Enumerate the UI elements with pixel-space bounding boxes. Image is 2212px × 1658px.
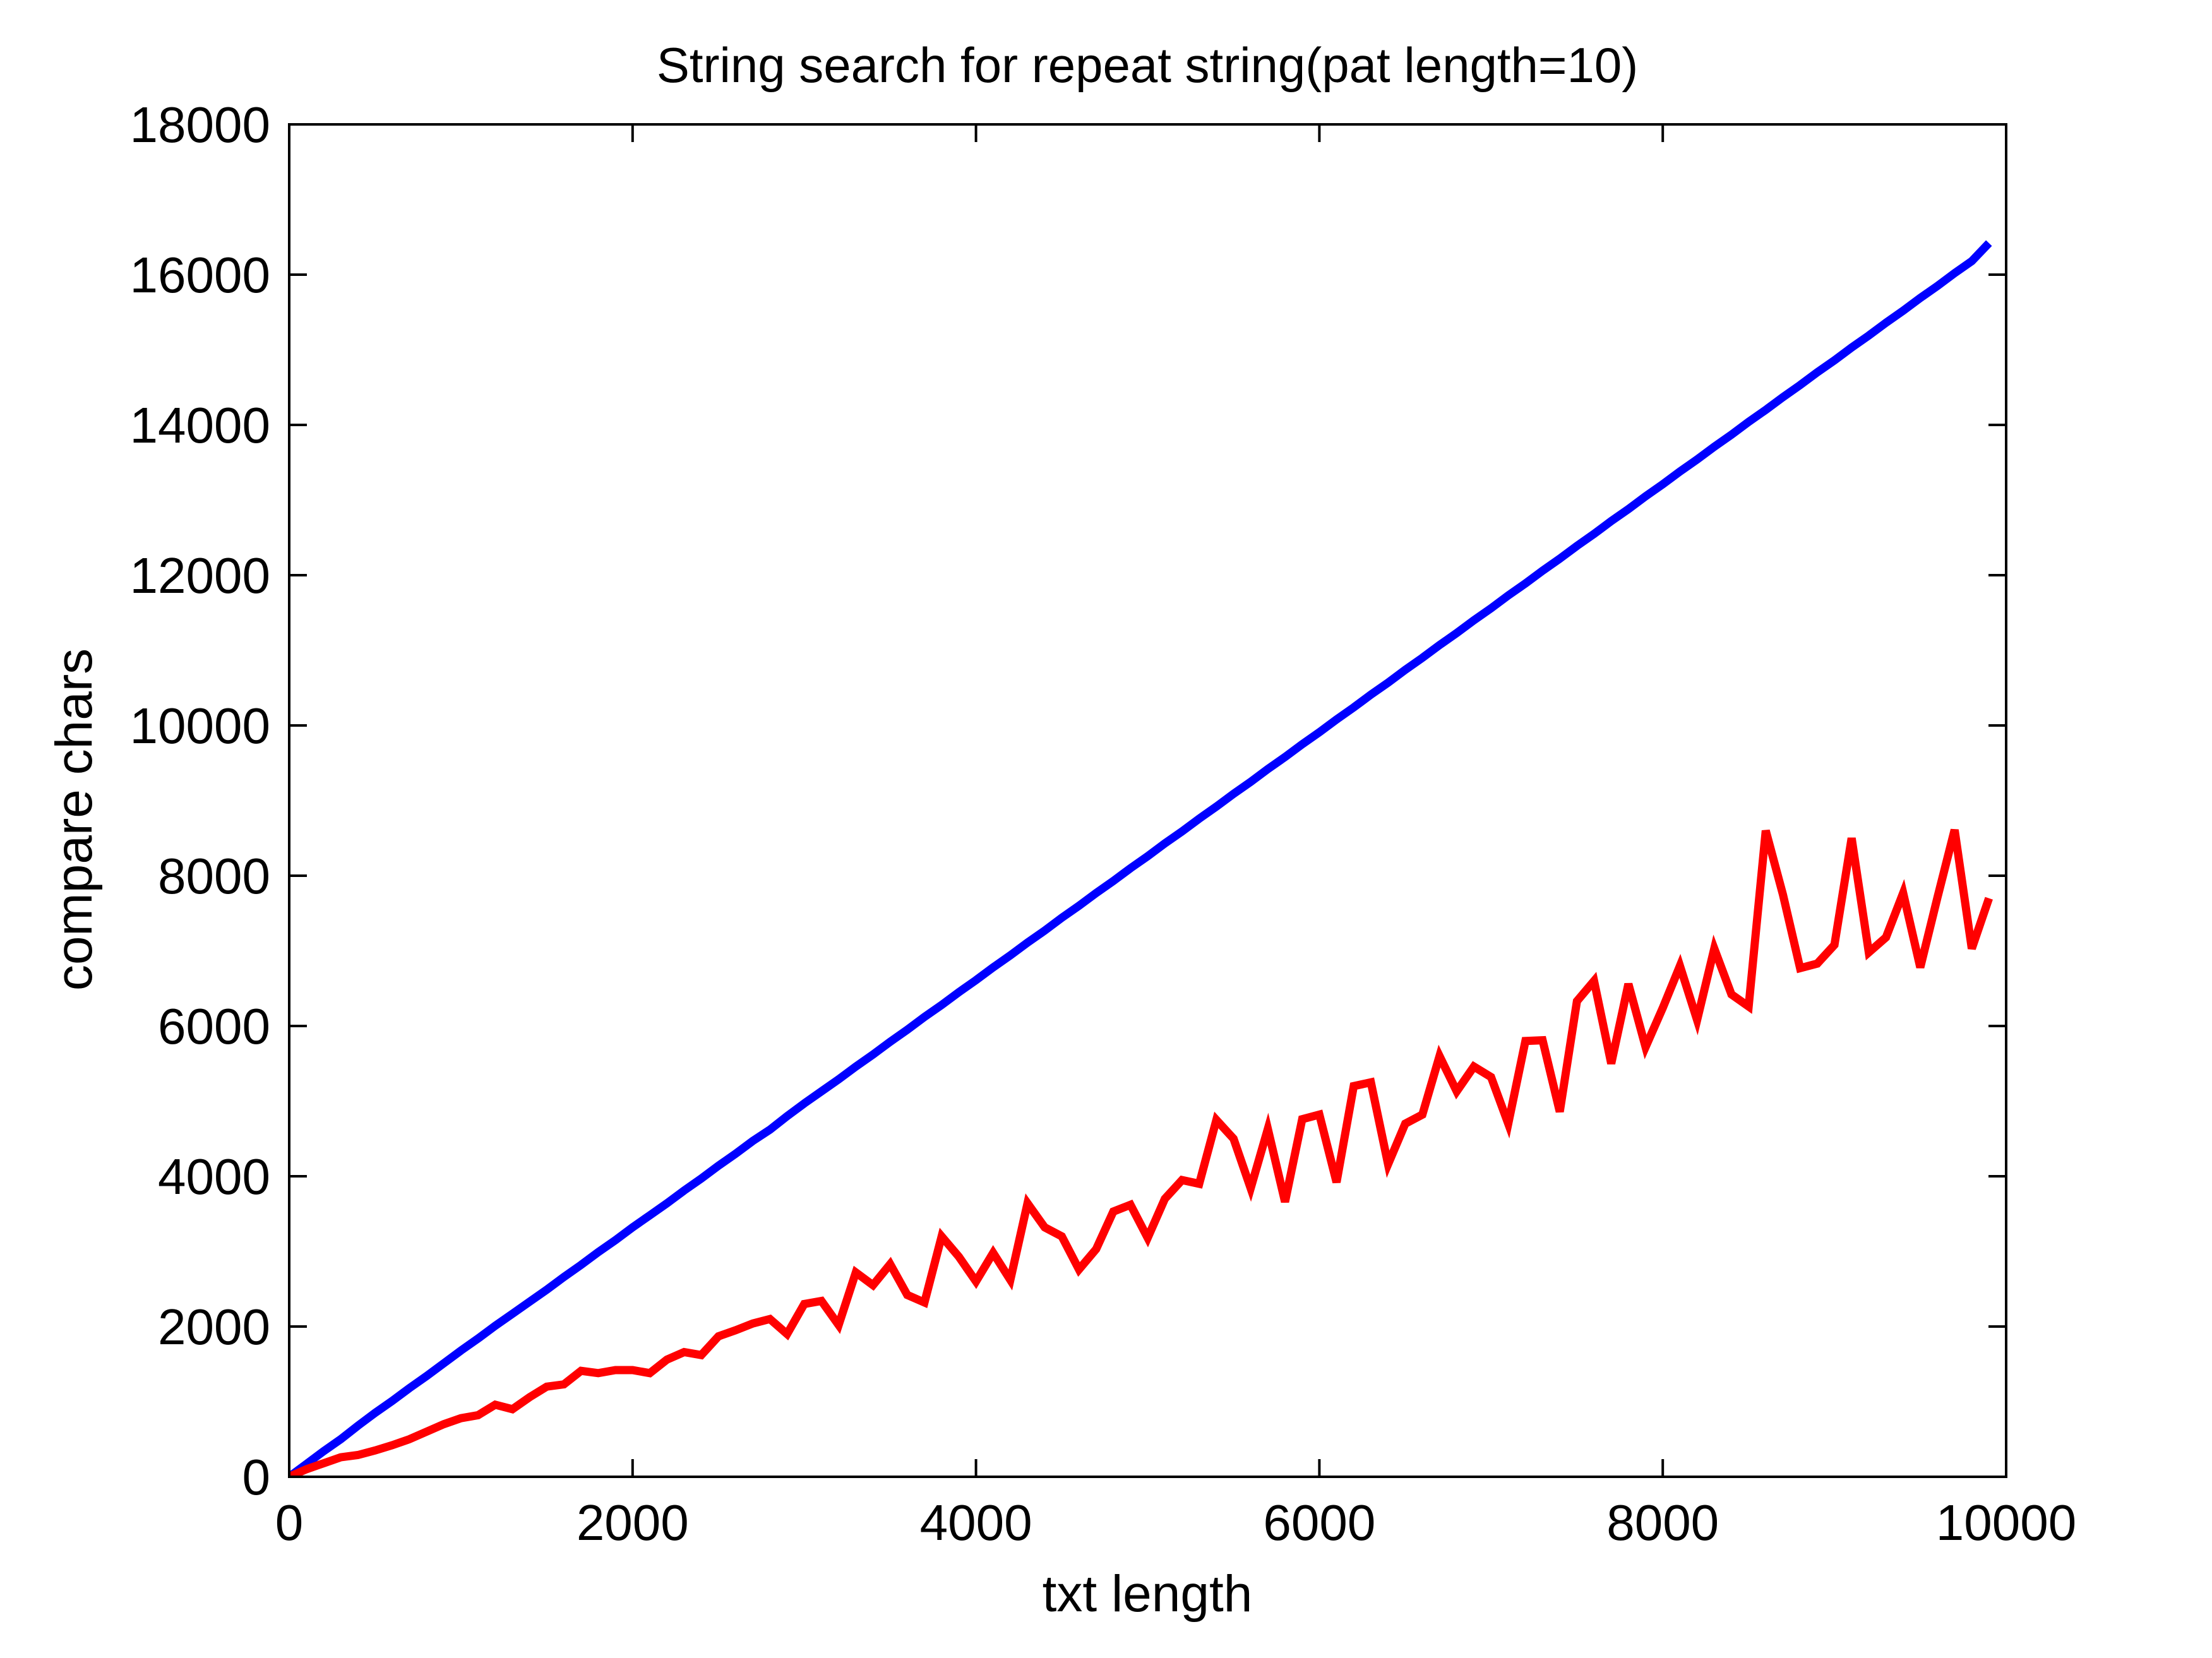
y-tick-label: 6000: [158, 998, 270, 1054]
series-group: [289, 240, 1993, 1477]
y-tick-label: 18000: [130, 97, 270, 153]
axes-box: [288, 123, 2007, 1478]
x-tick-label: 4000: [920, 1494, 1032, 1551]
y-tick-label: 4000: [158, 1148, 270, 1205]
series-line-2: [289, 828, 1993, 1477]
x-tick-label: 8000: [1606, 1494, 1719, 1551]
x-tick-label: 6000: [1263, 1494, 1375, 1551]
x-tick-label: 10000: [1936, 1494, 2076, 1551]
y-tick-label: 8000: [158, 848, 270, 904]
series-line-1: [289, 240, 1992, 1477]
x-tick-label: 2000: [577, 1494, 689, 1551]
y-axis-label: compare chars: [45, 648, 103, 991]
plot-area: 0 2000 4000 6000 8000 10000 0 2000 4000 6000 8000 1…: [130, 97, 2077, 1551]
y-tick-label: 10000: [130, 698, 270, 754]
y-tick-label: 16000: [130, 247, 270, 303]
y-tick-label: 0: [242, 1449, 271, 1505]
y-tick-label: 12000: [130, 547, 270, 604]
x-axis-label: txt length: [1043, 1565, 1253, 1623]
y-tick-label: 2000: [158, 1299, 270, 1355]
chart-title: String search for repeat string(pat leng…: [657, 37, 1638, 93]
y-tick-label: 14000: [130, 397, 270, 453]
x-tick-label: 0: [275, 1494, 304, 1551]
